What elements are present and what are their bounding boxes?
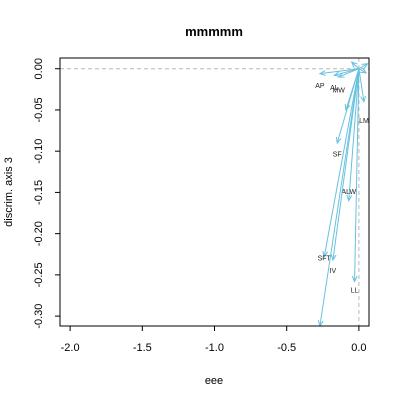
vector-lm (358, 68, 365, 102)
arrowhead-sf (335, 136, 342, 145)
arrowhead-ll (351, 275, 358, 283)
vector-label-alw: ALW (341, 189, 356, 196)
y-tick-label-5: -0.25 (33, 262, 45, 287)
chart-title: mmmmm (185, 24, 243, 39)
arrowhead-iv (330, 254, 337, 262)
vector-alw (348, 68, 360, 201)
vector-v13 (351, 61, 360, 70)
vector-v12 (358, 68, 367, 74)
y-axis-label: discrim. axis 3 (3, 157, 15, 227)
x-tick-label-3: -0.5 (277, 342, 296, 354)
vector-label-ll: LL (351, 288, 359, 295)
arrowhead-v14 (361, 63, 369, 69)
arrowhead-v10 (317, 320, 324, 326)
arrowhead-mw (337, 72, 345, 78)
vector-sft (323, 68, 360, 257)
x-tick-label-4: 0.0 (351, 342, 366, 354)
arrowhead-al (333, 71, 341, 77)
vector-label-al: AL (330, 85, 339, 92)
x-tick-label-2: -1.0 (205, 342, 224, 354)
arrowhead-v12 (360, 67, 368, 74)
arrowhead-lm (360, 95, 367, 103)
arrowhead-ap (318, 70, 326, 76)
arrowhead-v13 (350, 61, 358, 68)
vector-label-iv: IV (330, 268, 337, 275)
vector-label-mw: MW (332, 87, 345, 94)
y-tick-label-3: -0.15 (33, 180, 45, 205)
arrowhead-alw (346, 194, 353, 202)
vector-ll (354, 68, 360, 282)
vector-label-lm: LM (359, 118, 369, 125)
y-tick-label-6: -0.30 (33, 304, 45, 329)
y-tick-label-4: -0.20 (33, 221, 45, 246)
x-axis-label: eee (205, 375, 223, 387)
plot-frame (59, 57, 370, 327)
vector-label-sft: SFT (318, 256, 332, 263)
arrowhead-v11 (344, 103, 351, 112)
x-tick-label-0: -2.0 (61, 342, 80, 354)
vector-v10 (319, 68, 360, 326)
arrowhead-sft (322, 250, 329, 258)
vector-mw (338, 68, 360, 78)
x-tick-label-1: -1.5 (133, 342, 152, 354)
vector-v11 (345, 68, 360, 111)
vector-v14 (358, 63, 368, 70)
vector-ap (319, 68, 359, 75)
vector-al (334, 68, 360, 76)
vector-label-ap: AP (315, 83, 325, 90)
y-tick-label-0: 0.00 (33, 58, 45, 79)
y-tick-label-2: -0.10 (33, 139, 45, 164)
y-tick-label-1: -0.05 (33, 97, 45, 122)
vector-label-sf: SF (333, 152, 342, 159)
